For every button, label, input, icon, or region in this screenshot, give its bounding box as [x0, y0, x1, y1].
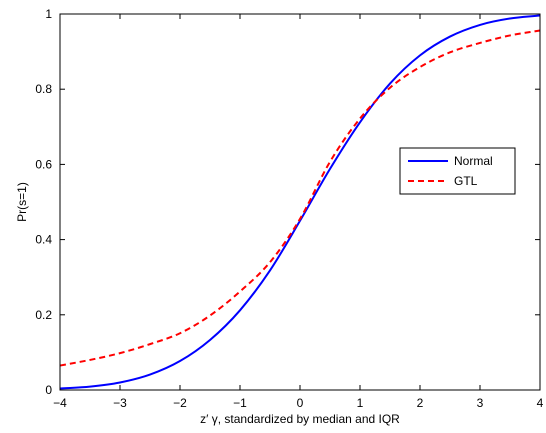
x-tick-label: 1 — [357, 396, 364, 410]
legend-label-gtl: GTL — [454, 174, 478, 188]
legend: Normal GTL — [399, 147, 516, 195]
axis-ticks — [59, 13, 541, 391]
y-tick-label: 0.8 — [35, 82, 52, 96]
y-tick-label: 1 — [45, 7, 52, 21]
y-tick-label: 0.6 — [35, 157, 52, 171]
plot-lines — [59, 14, 541, 390]
x-tick-label: 0 — [297, 396, 304, 410]
x-tick-label: 3 — [477, 396, 484, 410]
series-line-gtl — [59, 29, 541, 367]
tick-labels: −4 −3 −2 −1 0 1 2 3 4 0 0.2 0.4 0.6 0.8 1 — [35, 7, 543, 410]
x-tick-label: −2 — [173, 396, 187, 410]
x-tick-label: 4 — [537, 396, 544, 410]
legend-box — [399, 147, 516, 195]
x-tick-label: −4 — [53, 396, 67, 410]
y-axis-title: Pr(s=1) — [15, 182, 29, 222]
legend-label-normal: Normal — [454, 154, 493, 168]
x-tick-label: 2 — [417, 396, 424, 410]
x-axis-title: z′ γ, standardized by median and IQR — [200, 412, 400, 426]
x-tick-label: −3 — [113, 396, 127, 410]
x-tick-label: −1 — [233, 396, 247, 410]
y-tick-label: 0 — [45, 383, 52, 397]
y-tick-label: 0.2 — [35, 308, 52, 322]
y-tick-label: 0.4 — [35, 233, 52, 247]
